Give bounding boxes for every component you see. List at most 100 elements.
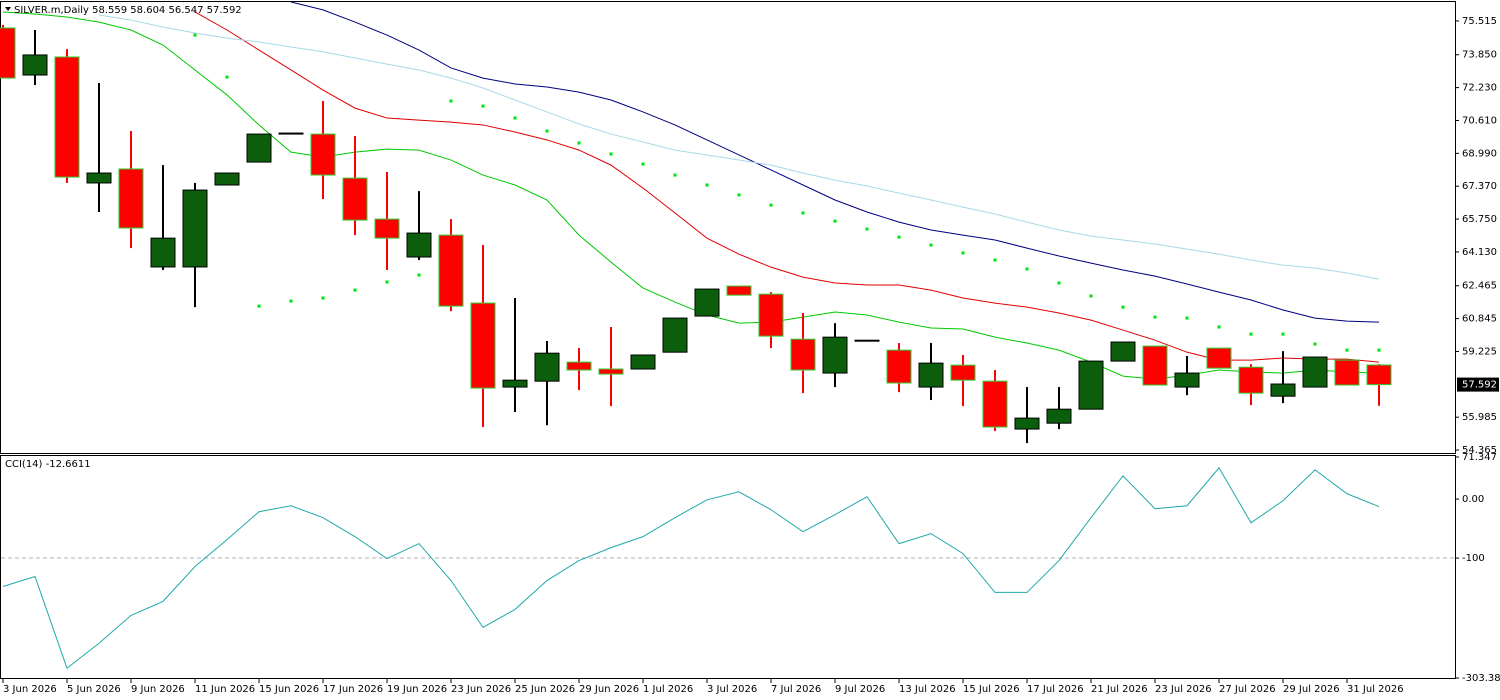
x-tick-label: 21 Jul 2026 (1091, 684, 1148, 695)
y-tick-label: 65.750 (1462, 214, 1497, 225)
y-tick-label: 67.370 (1462, 181, 1497, 192)
candle-body (86, 172, 112, 184)
y-tick-label: 73.850 (1462, 50, 1497, 61)
candle-body (1078, 360, 1104, 410)
x-tick-label: 7 Jul 2026 (771, 684, 821, 695)
sar-dot (257, 304, 261, 308)
candle-body (1238, 366, 1264, 394)
sar-dot (961, 251, 965, 255)
candle-body (1366, 364, 1392, 386)
x-tick-label: 17 Jul 2026 (1027, 684, 1084, 695)
x-tick-label: 9 Jul 2026 (835, 684, 885, 695)
candle-body (886, 349, 912, 384)
candle-body (406, 232, 432, 258)
sar-dot (801, 211, 805, 215)
y-tick-label: 72.230 (1462, 83, 1497, 94)
sar-dot (1313, 342, 1317, 346)
sar-dot (993, 258, 997, 262)
x-tick-label: 15 Jul 2026 (963, 684, 1020, 695)
y-tick-label: 75.515 (1462, 16, 1497, 27)
last-low: 56.547 (168, 5, 203, 16)
y-tick-label: 59.225 (1462, 346, 1497, 357)
y-tick-label: 70.610 (1462, 115, 1497, 126)
candle-body (950, 364, 976, 381)
candle-body (438, 234, 464, 307)
x-tick-label: 9 Jun 2026 (131, 684, 185, 695)
x-tick-label: 11 Jun 2026 (195, 684, 255, 695)
sar-dot (641, 162, 645, 166)
sar-dot (673, 173, 677, 177)
sar-dot (737, 193, 741, 197)
candle-body (598, 368, 624, 375)
sar-dot (929, 243, 933, 247)
candle-body (566, 361, 592, 371)
x-tick-label: 29 Jun 2026 (579, 684, 639, 695)
candle-body (54, 56, 80, 178)
y-tick-label: 71.347 (1462, 452, 1497, 463)
indicator-line (2, 467, 1380, 670)
candle-body (790, 338, 816, 371)
x-tick-label: 13 Jul 2026 (899, 684, 956, 695)
cci-last: -12.6611 (46, 459, 91, 470)
x-tick-label: 17 Jun 2026 (323, 684, 383, 695)
candle-body (1014, 417, 1040, 430)
sar-dot (1217, 325, 1221, 329)
candle-body (1174, 372, 1200, 388)
sar-dot (1153, 315, 1157, 319)
x-tick-label: 3 Jul 2026 (707, 684, 757, 695)
candle-body (726, 285, 752, 296)
sar-dot (1025, 267, 1029, 271)
sar-dot (1057, 281, 1061, 285)
price-label: 57.592 (1462, 380, 1497, 391)
candle-body (118, 168, 144, 229)
price-label-bg (1457, 377, 1499, 392)
candle-body (1334, 359, 1360, 386)
indicator-line (98, 14, 1380, 280)
sar-dot (833, 219, 837, 223)
x-tick-label: 19 Jun 2026 (387, 684, 447, 695)
cci-panel (0, 455, 1456, 679)
last-close: 57.592 (207, 5, 242, 16)
y-tick-label: 64.130 (1462, 247, 1497, 258)
header: SILVER.m,Daily 58.559 58.604 56.547 57.5… (14, 5, 242, 16)
x-tick-label: 29 Jul 2026 (1283, 684, 1340, 695)
main-panel (0, 1, 1456, 454)
candle-body (502, 379, 528, 388)
y-tick-label: 60.845 (1462, 314, 1497, 325)
sar-dot (769, 203, 773, 207)
y-tick-label: 68.990 (1462, 148, 1497, 159)
candle-body (246, 133, 272, 163)
x-tick-label: 25 Jun 2026 (515, 684, 575, 695)
y-tick-label: 0.00 (1462, 494, 1484, 505)
candle-body (342, 177, 368, 221)
sar-dot (609, 152, 613, 156)
sar-dot (289, 299, 293, 303)
symbol: SILVER.m,Daily (14, 5, 89, 16)
sar-dot (513, 116, 517, 120)
last-open: 58.559 (92, 5, 127, 16)
sar-dot (193, 33, 197, 37)
header-arrow (5, 7, 11, 11)
candle-body (278, 132, 304, 135)
candle-body (1110, 341, 1136, 362)
candle-body (310, 133, 336, 176)
x-tick-label: 3 Jun 2026 (3, 684, 57, 695)
sar-dot (449, 99, 453, 103)
sar-dot (1121, 305, 1125, 309)
candle-body (662, 317, 688, 353)
x-tick-label: 5 Jun 2026 (67, 684, 121, 695)
candle-body (1046, 408, 1072, 424)
last-high: 58.604 (130, 5, 165, 16)
candle-body (214, 172, 240, 186)
candle-body (854, 339, 880, 342)
candle-body (694, 288, 720, 317)
candle-body (182, 189, 208, 268)
sar-dot (481, 104, 485, 108)
sar-dot (1281, 332, 1285, 336)
sar-dot (1249, 332, 1253, 336)
x-tick-label: 1 Jul 2026 (643, 684, 693, 695)
x-tick-label: 27 Jul 2026 (1219, 684, 1276, 695)
sar-dot (225, 75, 229, 79)
